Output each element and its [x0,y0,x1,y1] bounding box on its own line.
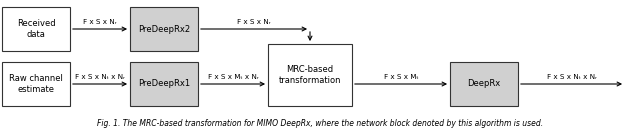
Bar [2,62,70,106]
Bar [450,62,518,106]
Text: F x S x Nᵣ: F x S x Nᵣ [237,19,271,25]
Text: PreDeepRx1: PreDeepRx1 [138,80,190,89]
Bar [2,7,70,51]
Text: F x S x Nₜ x Nᵣ: F x S x Nₜ x Nᵣ [75,74,125,80]
Text: F x S x Nᵣ: F x S x Nᵣ [83,19,117,25]
Text: Fig. 1. The MRC-based transformation for MIMO DeepRx, where the network block de: Fig. 1. The MRC-based transformation for… [97,119,543,128]
Bar [130,62,198,106]
Text: F x S x Mₜ: F x S x Mₜ [384,74,419,80]
Text: PreDeepRx2: PreDeepRx2 [138,24,190,34]
Text: MRC-based
transformation: MRC-based transformation [279,65,341,85]
Text: DeepRx: DeepRx [467,80,500,89]
Text: F x S x Mₜ x Nᵣ: F x S x Mₜ x Nᵣ [207,74,259,80]
Bar [268,44,352,106]
Bar [130,7,198,51]
Text: Received
data: Received data [17,19,55,39]
Text: F x S x Nₜ x Nᵣ: F x S x Nₜ x Nᵣ [547,74,597,80]
Text: Raw channel
estimate: Raw channel estimate [9,74,63,94]
